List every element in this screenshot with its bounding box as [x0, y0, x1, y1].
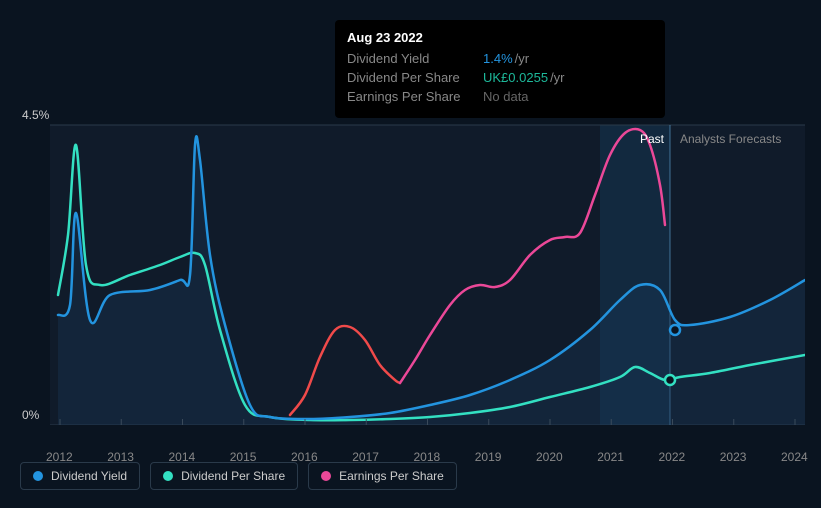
legend-dot — [163, 471, 173, 481]
x-tick-label: 2020 — [536, 450, 563, 464]
tooltip-label: Earnings Per Share — [347, 89, 467, 104]
x-tick-label: 2023 — [720, 450, 747, 464]
legend-label: Dividend Per Share — [181, 469, 285, 483]
legend-label: Earnings Per Share — [339, 469, 444, 483]
y-axis-label-max: 4.5% — [22, 108, 49, 122]
legend-item-dividend-yield[interactable]: Dividend Yield — [20, 462, 140, 490]
forecast-label: Analysts Forecasts — [680, 132, 781, 146]
chart-legend: Dividend Yield Dividend Per Share Earnin… — [20, 462, 457, 490]
past-label: Past — [640, 132, 664, 146]
chart-tooltip: Aug 23 2022 Dividend Yield 1.4%/yr Divid… — [335, 20, 665, 118]
tooltip-row: Dividend Per Share UK£0.0255/yr — [347, 70, 653, 85]
legend-label: Dividend Yield — [51, 469, 127, 483]
tooltip-label: Dividend Per Share — [347, 70, 467, 85]
tooltip-value: 1.4%/yr — [483, 51, 529, 66]
x-tick-label: 2022 — [659, 450, 686, 464]
tooltip-row: Dividend Yield 1.4%/yr — [347, 51, 653, 66]
tooltip-value: UK£0.0255/yr — [483, 70, 565, 85]
legend-dot — [321, 471, 331, 481]
x-tick-label: 2024 — [781, 450, 808, 464]
tooltip-date: Aug 23 2022 — [347, 30, 653, 45]
legend-item-earnings-per-share[interactable]: Earnings Per Share — [308, 462, 457, 490]
legend-dot — [33, 471, 43, 481]
legend-item-dividend-per-share[interactable]: Dividend Per Share — [150, 462, 298, 490]
x-tick-label: 2021 — [597, 450, 624, 464]
tooltip-row: Earnings Per Share No data — [347, 89, 653, 104]
y-axis-label-min: 0% — [22, 408, 39, 422]
chart-plot — [50, 105, 805, 425]
tooltip-value: No data — [483, 89, 529, 104]
x-tick-label: 2019 — [475, 450, 502, 464]
tooltip-label: Dividend Yield — [347, 51, 467, 66]
chart-svg — [50, 105, 805, 425]
